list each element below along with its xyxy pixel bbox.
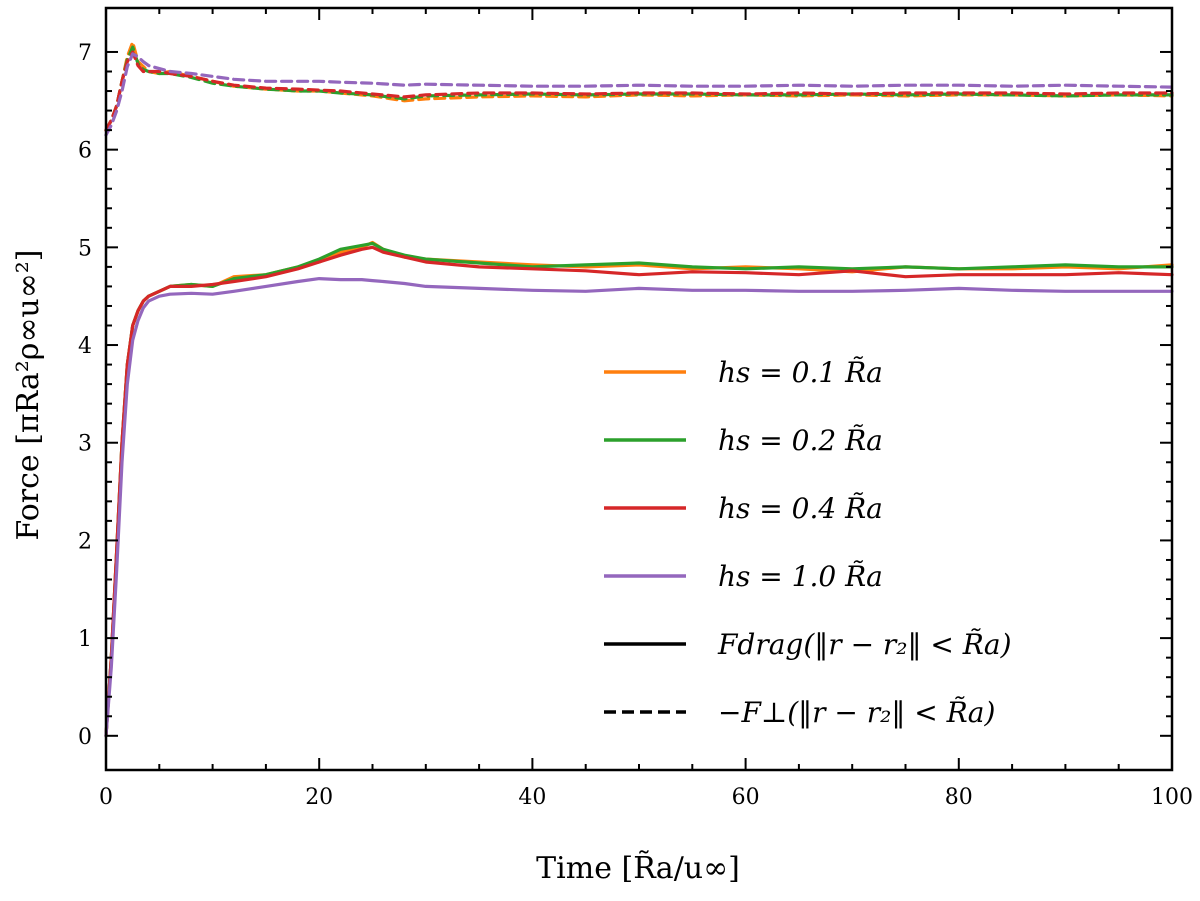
x-tick-label: 100 — [1151, 785, 1193, 810]
series-line-4 — [104, 277, 1174, 738]
series-line-8 — [104, 52, 1174, 137]
legend: hs = 0.1 R̃a hs = 0.2 R̃a hs = 0.4 R̃a hs =… — [604, 356, 1012, 729]
y-tick-label: 1 — [78, 627, 92, 652]
legend-label-3: hs = 0.4 R̃a — [718, 492, 883, 525]
series-layer — [104, 40, 1174, 738]
series-line-7 — [104, 50, 1174, 132]
y-tick-label: 4 — [78, 334, 92, 359]
x-tick-label: 0 — [99, 785, 113, 810]
series-line-3 — [104, 245, 1174, 738]
series-line-2 — [104, 241, 1174, 738]
axes-layer: 0 20 40 60 80 100 0 1 2 3 4 5 6 7 — [78, 6, 1193, 810]
legend-label-4: hs = 1.0 R̃a — [718, 560, 883, 593]
y-tick-label: 5 — [78, 236, 92, 261]
plot-frame — [104, 6, 1174, 772]
series-line-1 — [104, 240, 1174, 738]
x-tick-label: 40 — [518, 785, 546, 810]
legend-label-5: Fdrag(‖r − r₂‖ < R̃a) — [717, 628, 1012, 661]
y-tick-label: 0 — [78, 725, 92, 750]
x-tick-label: 60 — [732, 785, 760, 810]
legend-label-2: hs = 0.2 R̃a — [718, 424, 883, 457]
y-tick-label: 3 — [78, 432, 92, 457]
y-tick-label: 2 — [78, 529, 92, 554]
y-tick-label: 7 — [78, 41, 92, 66]
legend-label-6: −F⊥(‖r − r₂‖ < R̃a) — [718, 696, 995, 729]
x-tick-label: 80 — [945, 785, 973, 810]
y-axis-label: Force [πRa²ρ∞u∞²] — [11, 250, 46, 541]
y-tick-label: 6 — [78, 139, 92, 164]
x-axis-label: Time [R̃a/u∞] — [536, 851, 740, 886]
legend-label-1: hs = 0.1 R̃a — [718, 356, 883, 389]
x-tick-label: 20 — [305, 785, 333, 810]
